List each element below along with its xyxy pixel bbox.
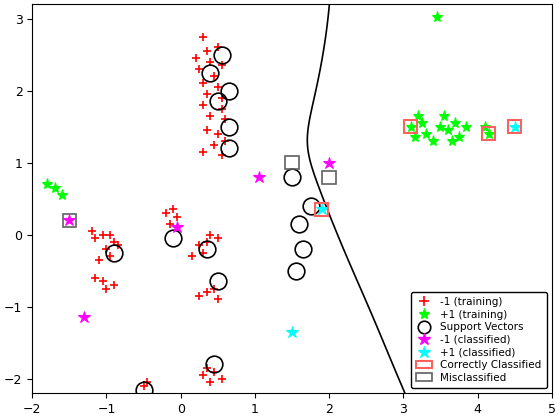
+1 (training) [433, 15, 440, 20]
+1 (classified) [319, 207, 325, 212]
+1 (training) [415, 113, 422, 118]
Support Vectors [214, 279, 221, 284]
+1 (training) [418, 121, 425, 126]
Legend: -1 (training), +1 (training), Support Vectors, -1 (classified), +1 (classified),: -1 (training), +1 (training), Support Ve… [411, 292, 547, 388]
Support Vectors [226, 88, 232, 93]
-1 (training) [199, 34, 206, 39]
-1 (training) [214, 236, 221, 241]
+1 (training) [441, 113, 447, 118]
-1 (classified) [81, 315, 87, 320]
-1 (training) [107, 254, 114, 259]
-1 (training) [140, 383, 147, 389]
-1 (training) [199, 149, 206, 154]
Bar [323, 171, 336, 184]
+1 (training) [430, 139, 436, 144]
Bar [404, 120, 418, 133]
Line: +1 (training): +1 (training) [41, 12, 494, 201]
-1 (training) [114, 243, 121, 248]
+1 (training) [452, 121, 459, 126]
-1 (classified) [255, 175, 262, 180]
+1 (training) [445, 128, 451, 133]
Bar [508, 120, 521, 133]
Bar [315, 203, 328, 216]
Support Vectors [110, 250, 117, 255]
+1 (classified) [289, 329, 296, 334]
-1 (training) [214, 45, 221, 50]
Support Vectors [218, 52, 225, 57]
+1 (classified) [511, 124, 518, 129]
Support Vectors [300, 247, 306, 252]
Support Vectors [211, 362, 217, 367]
+1 (training) [59, 192, 66, 197]
+1 (training) [422, 131, 429, 136]
Support Vectors [203, 247, 210, 252]
-1 (classified) [174, 225, 180, 230]
Support Vectors [307, 203, 314, 208]
-1 (classified) [66, 218, 73, 223]
+1 (training) [486, 131, 492, 136]
Line: Support Vectors: Support Vectors [106, 46, 319, 398]
+1 (training) [482, 124, 488, 129]
Line: -1 (training): -1 (training) [87, 32, 230, 390]
Support Vectors [226, 124, 232, 129]
Bar [482, 127, 496, 140]
Bar [286, 156, 298, 169]
+1 (training) [448, 139, 455, 144]
+1 (training) [44, 182, 50, 187]
+1 (training) [456, 135, 463, 140]
Support Vectors [170, 236, 176, 241]
Support Vectors [140, 387, 147, 392]
Support Vectors [296, 221, 303, 226]
Support Vectors [289, 175, 296, 180]
Support Vectors [226, 146, 232, 151]
+1 (training) [437, 124, 444, 129]
Support Vectors [292, 268, 299, 273]
+1 (training) [411, 135, 418, 140]
+1 (training) [408, 124, 414, 129]
Line: +1 (classified): +1 (classified) [286, 121, 521, 338]
-1 (training) [92, 276, 99, 281]
Support Vectors [207, 70, 214, 75]
+1 (training) [463, 124, 470, 129]
-1 (training) [144, 380, 151, 385]
Support Vectors [214, 99, 221, 104]
Line: -1 (classified): -1 (classified) [63, 156, 335, 324]
-1 (classified) [326, 160, 333, 165]
Bar [63, 214, 76, 227]
+1 (training) [51, 185, 58, 190]
